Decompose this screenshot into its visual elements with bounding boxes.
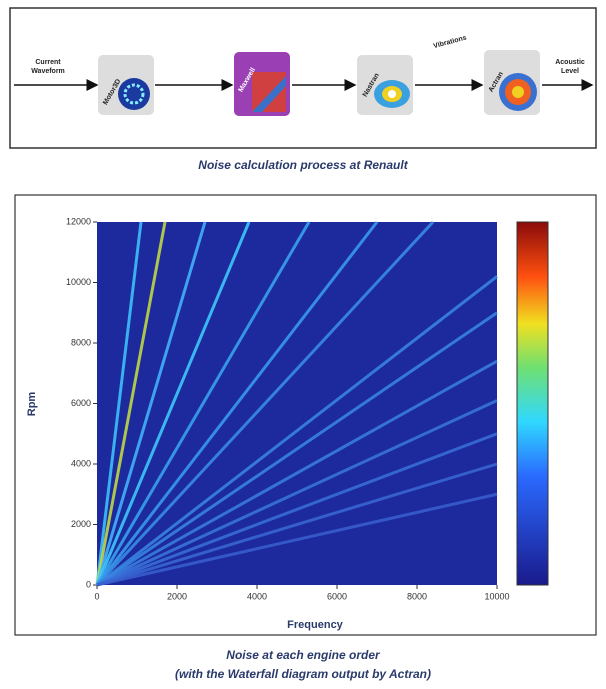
chart-caption: Noise at each engine order (226, 648, 381, 662)
node: Motor3D (98, 55, 154, 115)
order-line (95, 221, 311, 586)
y-tick-label: 2000 (71, 519, 91, 529)
x-tick-label: 2000 (167, 591, 187, 601)
order-line (95, 221, 207, 586)
order-line (96, 492, 498, 587)
x-tick-label: 0 (94, 591, 99, 601)
order-line (95, 221, 379, 586)
order-line (96, 432, 498, 587)
order-line (96, 359, 498, 587)
x-tick-label: 8000 (407, 591, 427, 601)
y-tick-label: 6000 (71, 398, 91, 408)
order-line (95, 221, 167, 586)
y-tick-label: 12000 (66, 216, 91, 226)
diagram-caption: Noise calculation process at Renault (198, 158, 408, 172)
input-label: Current (35, 59, 61, 66)
x-tick-label: 4000 (247, 591, 267, 601)
y-tick-label: 0 (86, 579, 91, 589)
output-label: Level (561, 68, 579, 75)
node: Actran (484, 50, 540, 115)
order-line (96, 275, 498, 587)
output-label: Acoustic (555, 59, 585, 66)
order-line (96, 311, 498, 587)
y-tick-label: 10000 (66, 277, 91, 287)
x-axis-label: Frequency (287, 619, 344, 631)
colorbar (516, 221, 549, 586)
order-line (95, 221, 143, 586)
y-tick-label: 4000 (71, 458, 91, 468)
y-axis-label: Rpm (26, 392, 38, 417)
order-line (95, 221, 251, 586)
x-tick-label: 6000 (327, 591, 347, 601)
node: Maxwell (234, 52, 290, 116)
x-tick-label: 10000 (484, 591, 509, 601)
order-line (95, 220, 435, 587)
order-line (96, 399, 498, 587)
y-tick-label: 8000 (71, 337, 91, 347)
plot-area (97, 222, 497, 585)
node: Nastran (357, 55, 413, 115)
order-line (96, 462, 498, 587)
input-label: Waveform (31, 68, 65, 75)
chart-caption: (with the Waterfall diagram output by Ac… (175, 667, 431, 681)
